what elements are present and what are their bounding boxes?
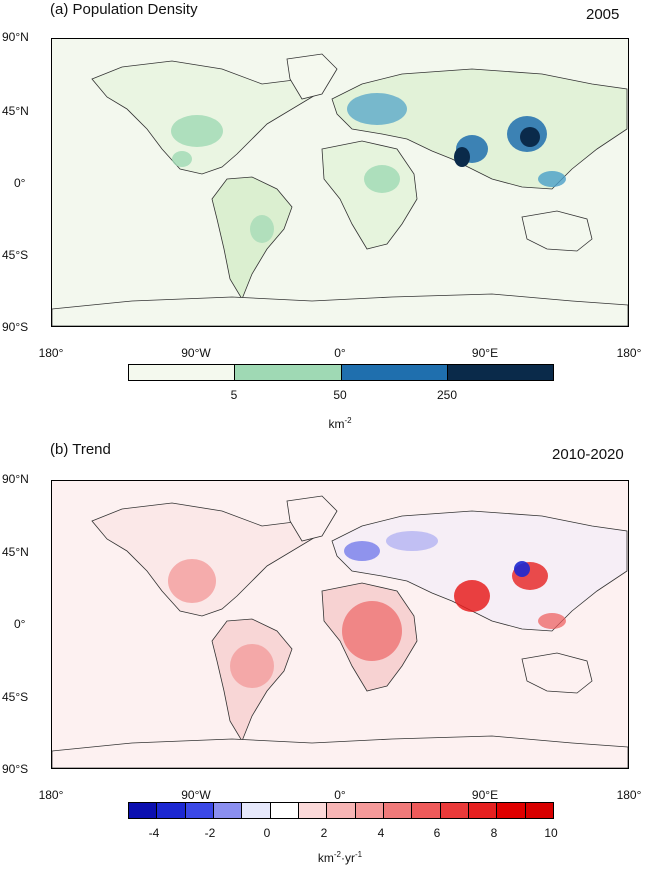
colorbar-b-tick: 6 [433, 826, 441, 840]
lon-label-180e: 180° [616, 788, 642, 802]
lon-label-0: 0° [334, 346, 346, 360]
map-trend [51, 480, 629, 769]
lat-label-45n: 45°N [2, 545, 29, 559]
lat-label-0: 0° [14, 617, 26, 631]
colorbar-b-tick: 10 [544, 826, 558, 840]
lon-label-90w: 90°W [181, 346, 211, 360]
colorbar-a-swatch-0 [129, 365, 236, 380]
colorbar-a-tick: 5 [230, 388, 238, 402]
panel-trend: (b) Trend 2010-2020 90°N 45°N 0° 45°S 90… [0, 440, 646, 872]
panel-b-year: 2010-2020 [552, 446, 624, 463]
lat-label-90n: 90°N [2, 30, 29, 44]
colorbar-a-swatch-3 [447, 365, 553, 380]
colorbar-b-swatch-1 [157, 803, 186, 818]
lat-label-45s: 45°S [2, 248, 29, 262]
colorbar-b-swatch-13 [497, 803, 526, 818]
colorbar-b-swatch-5 [270, 803, 299, 818]
lat-label-0: 0° [14, 176, 26, 190]
lon-label-180w: 180° [38, 788, 64, 802]
colorbar-b-swatch-11 [440, 803, 469, 818]
panel-a-title: (a) Population Density [50, 1, 198, 18]
lon-label-0: 0° [334, 788, 346, 802]
colorbar-b-swatch-14 [525, 803, 553, 818]
lon-label-90w: 90°W [181, 788, 211, 802]
colorbar-trend [128, 802, 554, 819]
lon-label-180w: 180° [38, 346, 64, 360]
lat-label-45s: 45°S [2, 690, 29, 704]
lat-label-90s: 90°S [2, 762, 29, 776]
lat-label-90n: 90°N [2, 472, 29, 486]
colorbar-b-swatch-9 [383, 803, 413, 818]
colorbar-b-swatch-7 [327, 803, 356, 818]
colorbar-b-tick: 4 [377, 826, 385, 840]
colorbar-a-unit: km-2 [328, 416, 352, 431]
panel-b-title: (b) Trend [50, 441, 111, 458]
colorbar-b-unit: km-2·yr-1 [317, 850, 363, 865]
colorbar-b-swatch-4 [242, 803, 271, 818]
colorbar-b-swatch-6 [298, 803, 328, 818]
colorbar-population-density [128, 364, 554, 381]
colorbar-b-swatch-12 [468, 803, 498, 818]
colorbar-b-tick: 2 [320, 826, 328, 840]
colorbar-a-tick: 50 [333, 388, 347, 402]
lon-label-90e: 90°E [471, 346, 499, 360]
lon-label-90e: 90°E [471, 788, 499, 802]
colorbar-b-swatch-0 [129, 803, 158, 818]
colorbar-b-tick: -4 [148, 826, 160, 840]
colorbar-b-tick: 0 [263, 826, 271, 840]
colorbar-b-tick: 8 [490, 826, 498, 840]
colorbar-a-swatch-2 [341, 365, 448, 380]
colorbar-b-swatch-2 [185, 803, 214, 818]
lat-label-45n: 45°N [2, 104, 29, 118]
world-map-a [52, 53, 628, 326]
lat-label-90s: 90°S [2, 320, 29, 334]
colorbar-a-swatch-1 [235, 365, 342, 380]
colorbar-b-swatch-8 [355, 803, 384, 818]
lon-label-180e: 180° [616, 346, 642, 360]
colorbar-b-tick: -2 [204, 826, 216, 840]
panel-a-year: 2005 [586, 6, 620, 23]
colorbar-b-swatch-10 [412, 803, 441, 818]
map-population-density [51, 38, 629, 327]
colorbar-a-tick: 250 [436, 388, 458, 402]
colorbar-b-swatch-3 [213, 803, 243, 818]
panel-population-density: (a) Population Density 2005 90°N 45°N 0°… [2, 1, 642, 431]
world-map-b [52, 495, 628, 768]
